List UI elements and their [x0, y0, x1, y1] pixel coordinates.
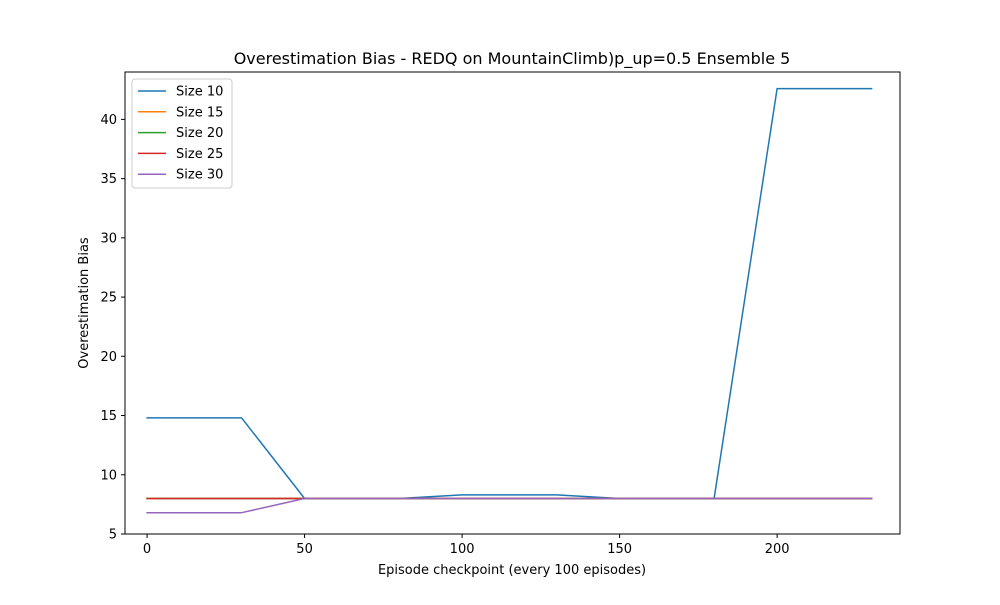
y-tick-label: 20 [100, 350, 117, 365]
x-axis-label: Episode checkpoint (every 100 episodes) [378, 563, 646, 578]
y-tick-label: 25 [100, 291, 117, 306]
y-tick-label: 35 [100, 172, 117, 187]
x-tick-label: 200 [765, 542, 790, 557]
y-tick-label: 40 [100, 113, 117, 128]
y-tick-label: 5 [109, 528, 117, 543]
x-tick-label: 0 [143, 542, 151, 557]
chart-title: Overestimation Bias - REDQ on MountainCl… [234, 49, 791, 69]
y-tick-label: 30 [100, 231, 117, 246]
legend-label-5: Size 30 [176, 168, 223, 183]
series-line-1 [146, 87, 873, 500]
series-line-5 [146, 497, 873, 514]
legend-label-1: Size 10 [176, 85, 223, 100]
y-axis-label: Overestimation Bias [77, 237, 92, 369]
x-tick-label: 100 [450, 542, 475, 557]
y-tick-label: 10 [100, 468, 117, 483]
legend-label-2: Size 15 [176, 105, 223, 120]
plot-background [125, 72, 900, 534]
plot-area [125, 72, 900, 534]
x-tick-label: 50 [296, 542, 313, 557]
y-tick-label: 15 [100, 409, 117, 424]
legend-label-4: Size 25 [176, 147, 223, 162]
legend-box [131, 78, 233, 189]
axes-layer: 0 50 100 150 200 5 10 15 20 25 30 35 40 [100, 71, 901, 557]
legend: Size 10 Size 15 Size 20 Size 25 Size 30 [131, 78, 233, 189]
series-layer [146, 87, 873, 514]
legend-label-3: Size 20 [176, 126, 223, 141]
plot-frame [124, 71, 901, 535]
x-tick-label: 150 [607, 542, 632, 557]
